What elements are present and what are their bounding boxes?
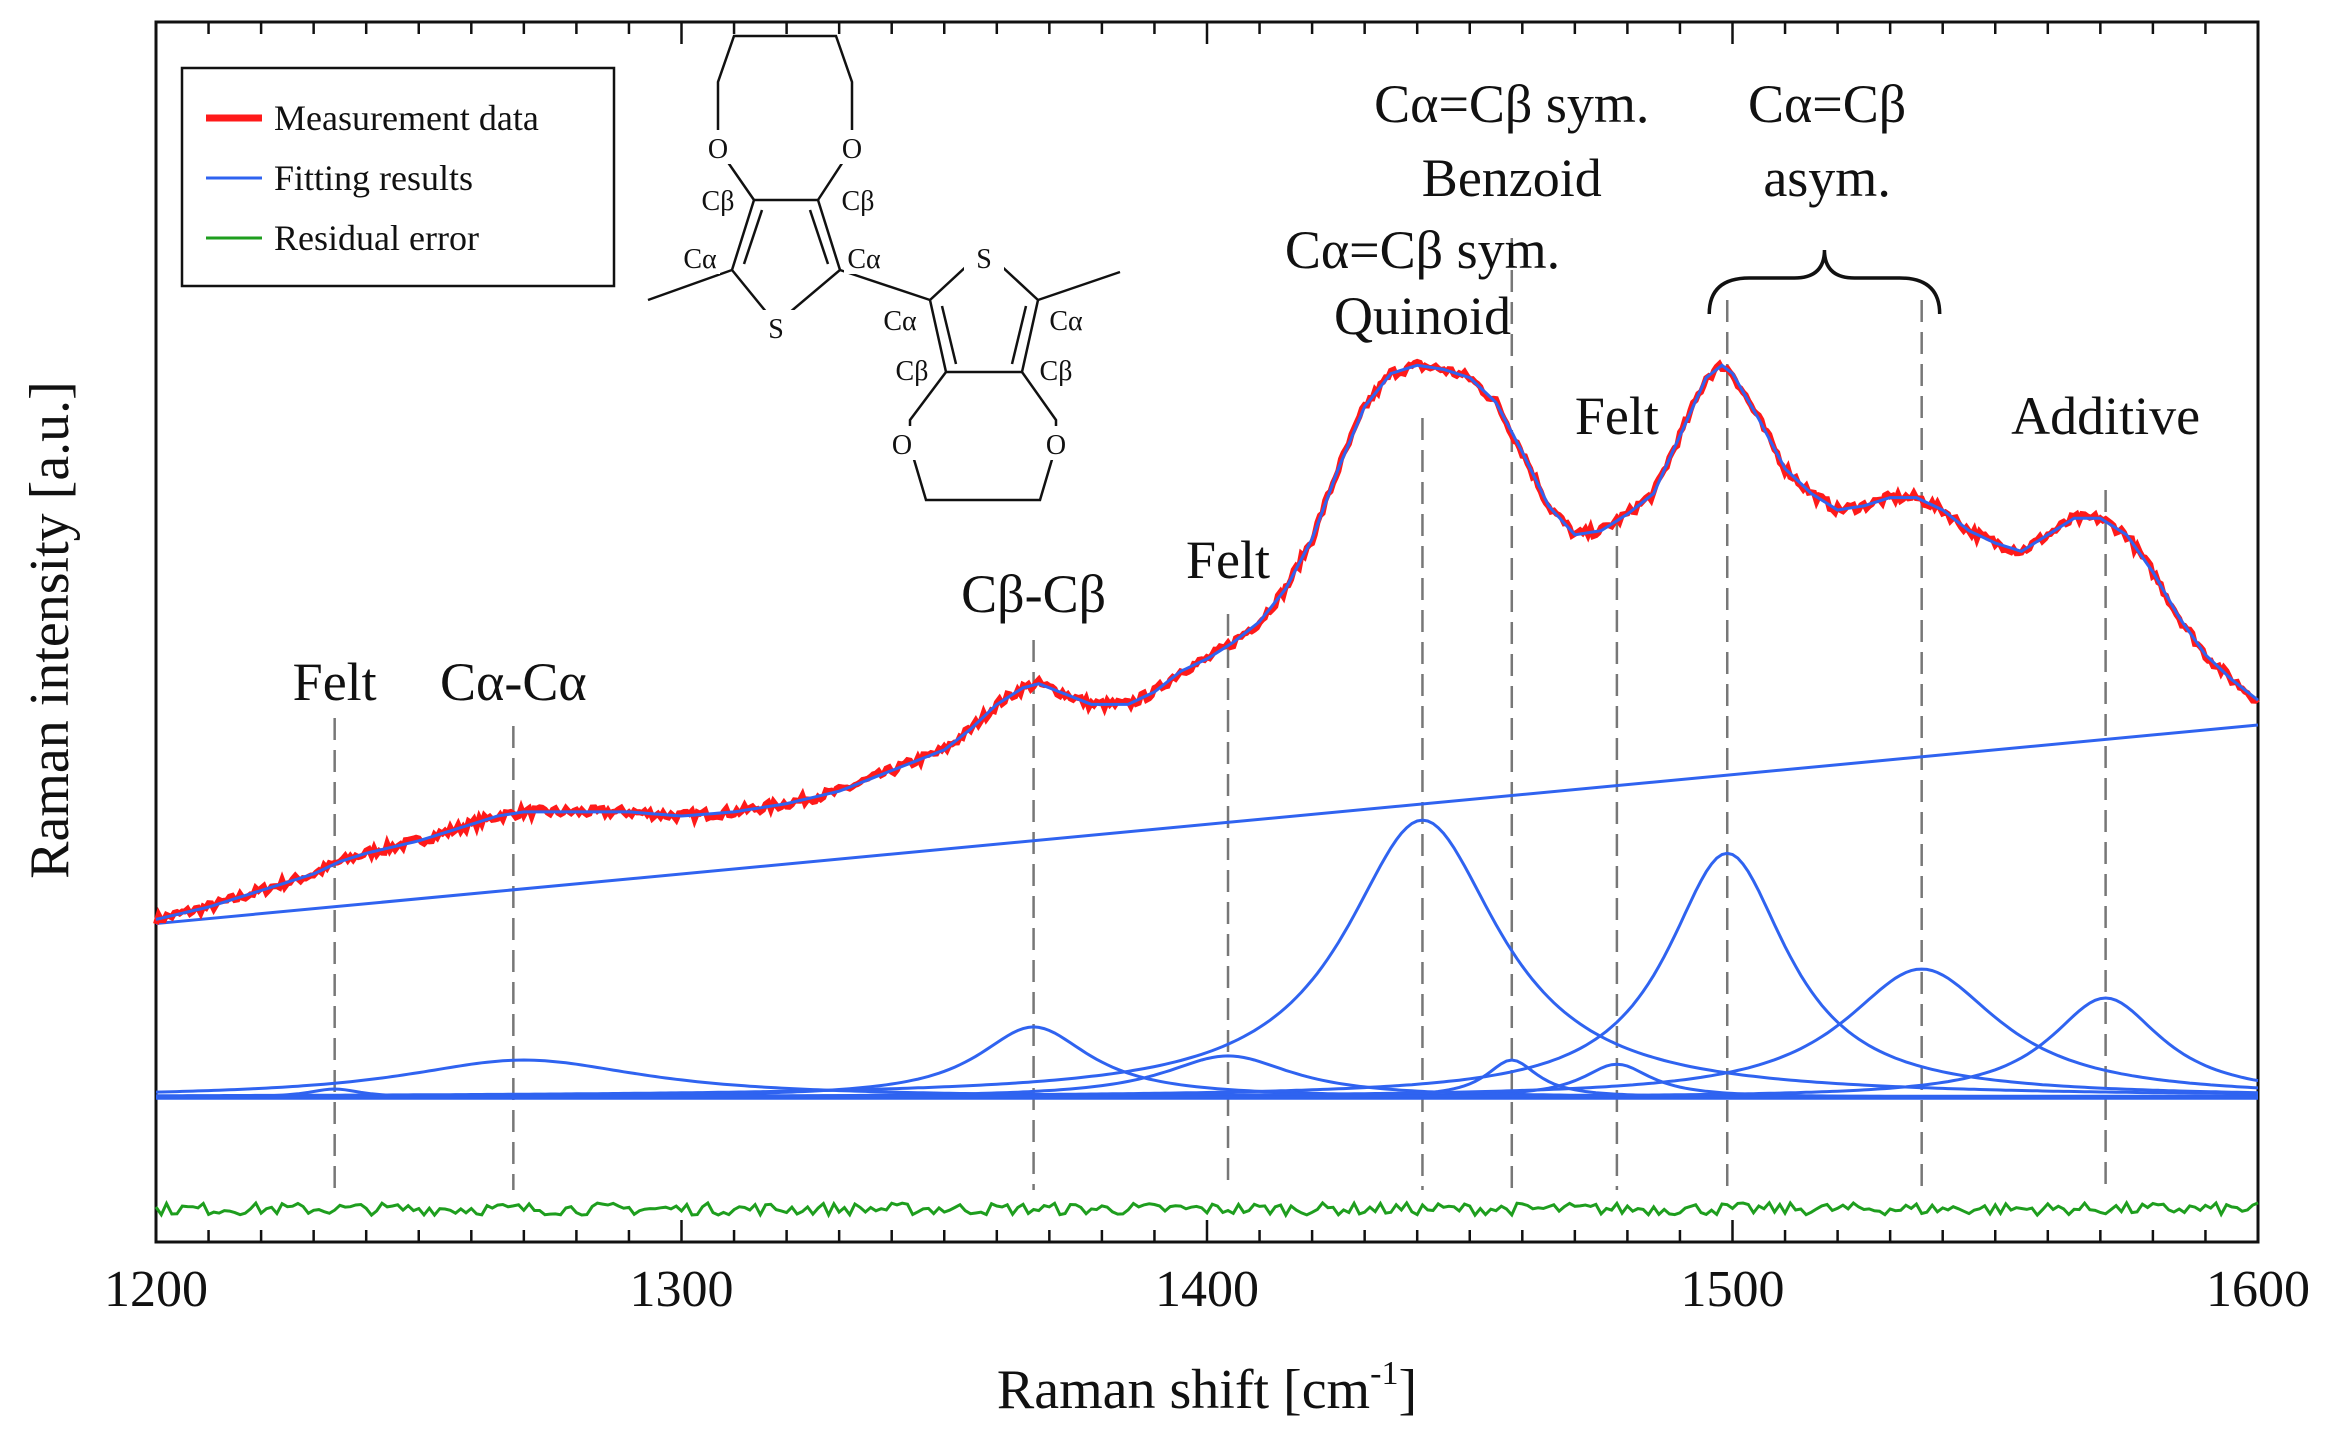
spectrum-series: [153, 358, 2260, 1219]
atom-label-bg: [844, 240, 884, 274]
atom-label-bg: [964, 240, 1004, 274]
inter-ring-bond: [839, 268, 931, 302]
atom-label: S: [976, 244, 992, 275]
atom-label-bg: [882, 426, 922, 460]
ring1-bonds: [730, 198, 842, 326]
asym-curly-brace: [1707, 249, 1942, 315]
ring2-double-left: [940, 305, 958, 365]
legend-label-residual: Residual error: [274, 218, 479, 258]
dioxane2: [908, 371, 1058, 502]
atom-label: O: [842, 134, 862, 165]
measurement-data-line: [153, 358, 2260, 925]
atom-label-bg: [832, 130, 872, 164]
atom-label-bg: [756, 310, 796, 344]
fitted-peak-1367: [156, 1025, 2258, 1099]
ring1-methyl: [647, 268, 733, 302]
atom-label: Cα: [1049, 306, 1083, 337]
fitted-peak-1571: [156, 996, 2259, 1099]
ring1-double-left: [742, 209, 764, 265]
fitted-peak-1536: [156, 967, 2259, 1099]
atom-label-bg: [1036, 352, 1076, 386]
peak-annotation-label: Felt: [293, 652, 377, 712]
legend-label-fit: Fitting results: [274, 158, 473, 198]
axis-ticks: 1200 1300 1400 1500 1600: [104, 22, 2310, 1318]
atom-label-bg: [698, 130, 738, 164]
atom-label: Cα: [883, 306, 917, 337]
x-axis-title-suffix: ]: [1398, 1359, 1417, 1421]
ring2-double-right: [1010, 305, 1028, 365]
y-axis-title: Raman intensity [a.u.]: [19, 381, 81, 879]
atom-label-bg: [838, 182, 878, 216]
atom-label-bg: [680, 240, 720, 274]
fit-baseline: [155, 723, 2259, 926]
peak-annotation-label: Additive: [2011, 386, 2200, 446]
atom-label: O: [892, 430, 912, 461]
atom-label: O: [708, 134, 728, 165]
atom-label: Cβ: [896, 356, 929, 387]
peak-annotation-label: Quinoid: [1334, 286, 1511, 346]
fitting-results-line: [155, 363, 2259, 921]
legend-label-measurement: Measurement data: [274, 98, 539, 138]
legend: Measurement data Fitting results Residua…: [180, 66, 616, 288]
residual-error-line: [154, 1199, 2259, 1219]
atom-label-bg: [698, 182, 738, 216]
atom-label: Cα: [847, 244, 881, 275]
atom-label: Cβ: [842, 186, 875, 217]
x-tick-label: 1600: [2206, 1261, 2310, 1318]
peak-annotation-label: Cα=Cβ sym.: [1285, 220, 1560, 280]
atom-label-bg: [892, 352, 932, 386]
x-tick-label: 1400: [1155, 1261, 1259, 1318]
x-tick-label: 1500: [1681, 1261, 1785, 1318]
peak-annotation-label: Cα=Cβ: [1748, 74, 1906, 134]
peak-annotation-label: Cα=Cβ sym.: [1374, 74, 1649, 134]
atom-label-bg: [1046, 302, 1086, 336]
atom-label: O: [1046, 430, 1066, 461]
x-axis-title-superscript: -1: [1370, 1355, 1398, 1392]
fitted-peak-1404: [156, 1054, 2258, 1099]
atom-label: Cβ: [702, 186, 735, 217]
peak-annotation-label: Cβ-Cβ: [961, 564, 1106, 624]
atom-label-bg: [880, 302, 920, 336]
atom-label: Cα: [683, 244, 717, 275]
fitted-peak-curves: [155, 818, 2259, 1100]
x-tick-label: 1300: [630, 1261, 734, 1318]
peak-annotation-label: Felt: [1575, 386, 1659, 446]
ring2-methyl: [1037, 270, 1121, 302]
x-tick-label: 1200: [104, 1261, 208, 1318]
peak-annotation-label: asym.: [1763, 148, 1891, 208]
peak-annotation-label: Felt: [1186, 530, 1270, 590]
atom-label: S: [768, 314, 784, 345]
peak-annotation-label: Cα-Cα: [440, 652, 587, 712]
fitted-peak-1441: [156, 818, 2258, 1098]
atom-label-bg: [1036, 426, 1076, 460]
x-axis-title-main: Raman shift [cm: [997, 1359, 1370, 1421]
ring1-double-right: [808, 209, 830, 265]
peak-annotation-label: Benzoid: [1422, 148, 1602, 208]
x-axis-title: Raman shift [cm-1]: [997, 1355, 1417, 1421]
dioxane1: [716, 34, 854, 201]
atom-label: Cβ: [1040, 356, 1073, 387]
